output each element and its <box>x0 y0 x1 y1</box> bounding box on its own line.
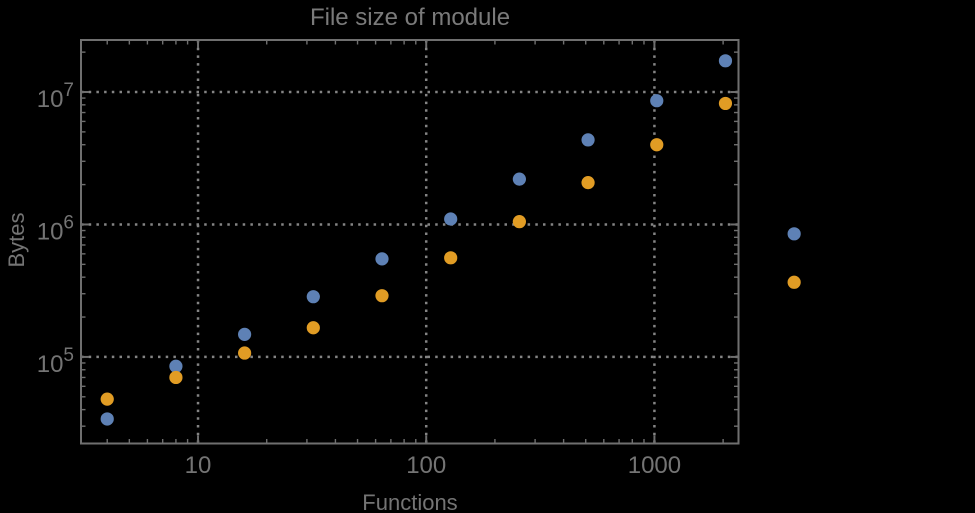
data-point-orange-x8 <box>169 370 183 385</box>
grid-lines <box>81 40 739 444</box>
data-point-orange-x1024 <box>650 138 664 152</box>
data-point-orange-x32 <box>306 321 320 335</box>
plot-frame <box>80 39 740 445</box>
data-point-orange-x2048 <box>718 96 733 111</box>
x-tick-label-10: 10 <box>185 452 212 479</box>
data-point-blue-x64 <box>375 252 389 266</box>
data-point-orange-x512 <box>581 176 595 190</box>
data-point-blue-x1024 <box>650 94 664 108</box>
data-point-orange-x128 <box>444 251 458 265</box>
data-point-blue-x2048 <box>718 54 733 68</box>
data-point-blue-x128 <box>444 212 458 226</box>
y-tick-label-10e7: 107 <box>37 80 74 113</box>
data-point-orange-x64 <box>375 289 389 303</box>
data-point-blue-x4096 <box>787 227 801 241</box>
x-tick-labels: 10 100 1000 <box>185 452 681 479</box>
data-point-blue-x4 <box>100 412 114 426</box>
data-point-blue-x256 <box>512 172 526 186</box>
y-tick-label-10e6: 106 <box>37 212 74 245</box>
y-tick-label-10e5: 105 <box>37 345 74 378</box>
data-point-blue-x16 <box>238 327 252 341</box>
y-tick-labels: 105 106 107 <box>37 80 74 378</box>
axis-ticks <box>81 40 739 444</box>
data-point-blue-x8 <box>169 359 183 373</box>
data-point-orange-x16 <box>238 346 252 360</box>
x-tick-label-100: 100 <box>406 452 446 479</box>
chart-title: File size of module <box>310 4 510 31</box>
data-point-orange-x4 <box>100 392 114 406</box>
x-axis-label: Functions <box>362 490 457 513</box>
data-point-blue-x512 <box>581 133 595 147</box>
scatter-points <box>100 54 801 426</box>
data-point-orange-x256 <box>512 215 526 229</box>
x-tick-label-1000: 1000 <box>628 452 681 479</box>
data-point-orange-x4096 <box>787 275 801 289</box>
data-point-blue-x32 <box>306 290 320 304</box>
frame-rect <box>80 39 740 445</box>
y-axis-label: Bytes <box>4 212 29 267</box>
